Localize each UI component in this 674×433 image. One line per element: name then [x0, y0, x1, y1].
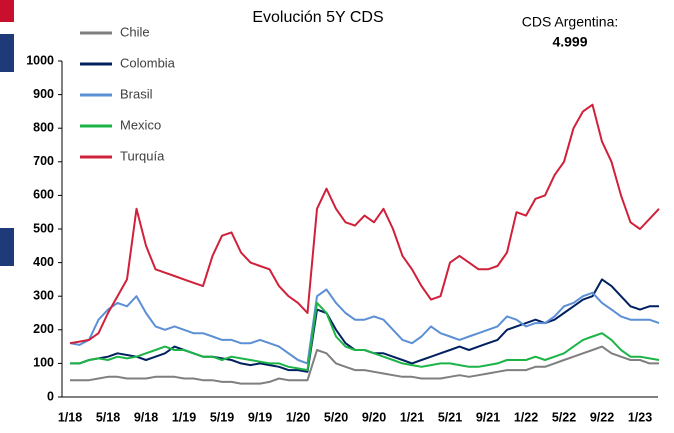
- x-tick-label: 1/20: [286, 410, 310, 424]
- y-tick-label: 300: [33, 288, 54, 302]
- annotation: 4.999: [552, 34, 587, 50]
- x-tick-label: 5/19: [210, 410, 234, 424]
- x-tick-label: 1/23: [628, 410, 652, 424]
- y-tick-label: 100: [33, 356, 54, 370]
- y-tick-label: 800: [33, 120, 54, 134]
- series-line: [69, 103, 660, 345]
- series-line: [70, 301, 660, 372]
- legend-label: Brasil: [120, 86, 153, 101]
- legend-label: Chile: [120, 24, 150, 39]
- annotation: CDS Argentina:: [522, 14, 619, 30]
- x-tick-label: 5/18: [96, 410, 120, 424]
- legend-label: Colombia: [120, 55, 176, 70]
- y-tick-label: 600: [33, 188, 54, 202]
- chart-title: Evolución 5Y CDS: [252, 9, 383, 26]
- x-tick-label: 1/21: [400, 410, 424, 424]
- y-tick-label: 400: [33, 255, 54, 269]
- y-tick-label: 900: [33, 87, 54, 101]
- y-tick-label: 700: [33, 154, 54, 168]
- x-tick-label: 1/22: [514, 410, 538, 424]
- y-tick-label: 0: [47, 389, 54, 403]
- decor-bar: [0, 34, 14, 72]
- series-line: [70, 345, 659, 385]
- y-tick-label: 1000: [26, 53, 54, 67]
- x-tick-label: 5/22: [552, 410, 576, 424]
- decor-bar: [0, 0, 14, 22]
- y-tick-label: 200: [33, 322, 54, 336]
- legend-label: Mexico: [120, 117, 161, 132]
- y-tick-label: 500: [33, 221, 54, 235]
- x-tick-label: 9/22: [590, 410, 614, 424]
- x-tick-label: 1/19: [172, 410, 196, 424]
- decor-bar: [0, 228, 14, 266]
- x-tick-label: 9/21: [476, 410, 500, 424]
- x-tick-label: 1/18: [58, 410, 82, 424]
- series-line: [69, 288, 660, 365]
- x-tick-label: 5/20: [324, 410, 348, 424]
- x-tick-label: 9/20: [362, 410, 386, 424]
- x-tick-label: 9/18: [134, 410, 158, 424]
- x-tick-label: 9/19: [248, 410, 272, 424]
- legend-label: Turquía: [120, 148, 165, 163]
- x-tick-label: 5/21: [438, 410, 462, 424]
